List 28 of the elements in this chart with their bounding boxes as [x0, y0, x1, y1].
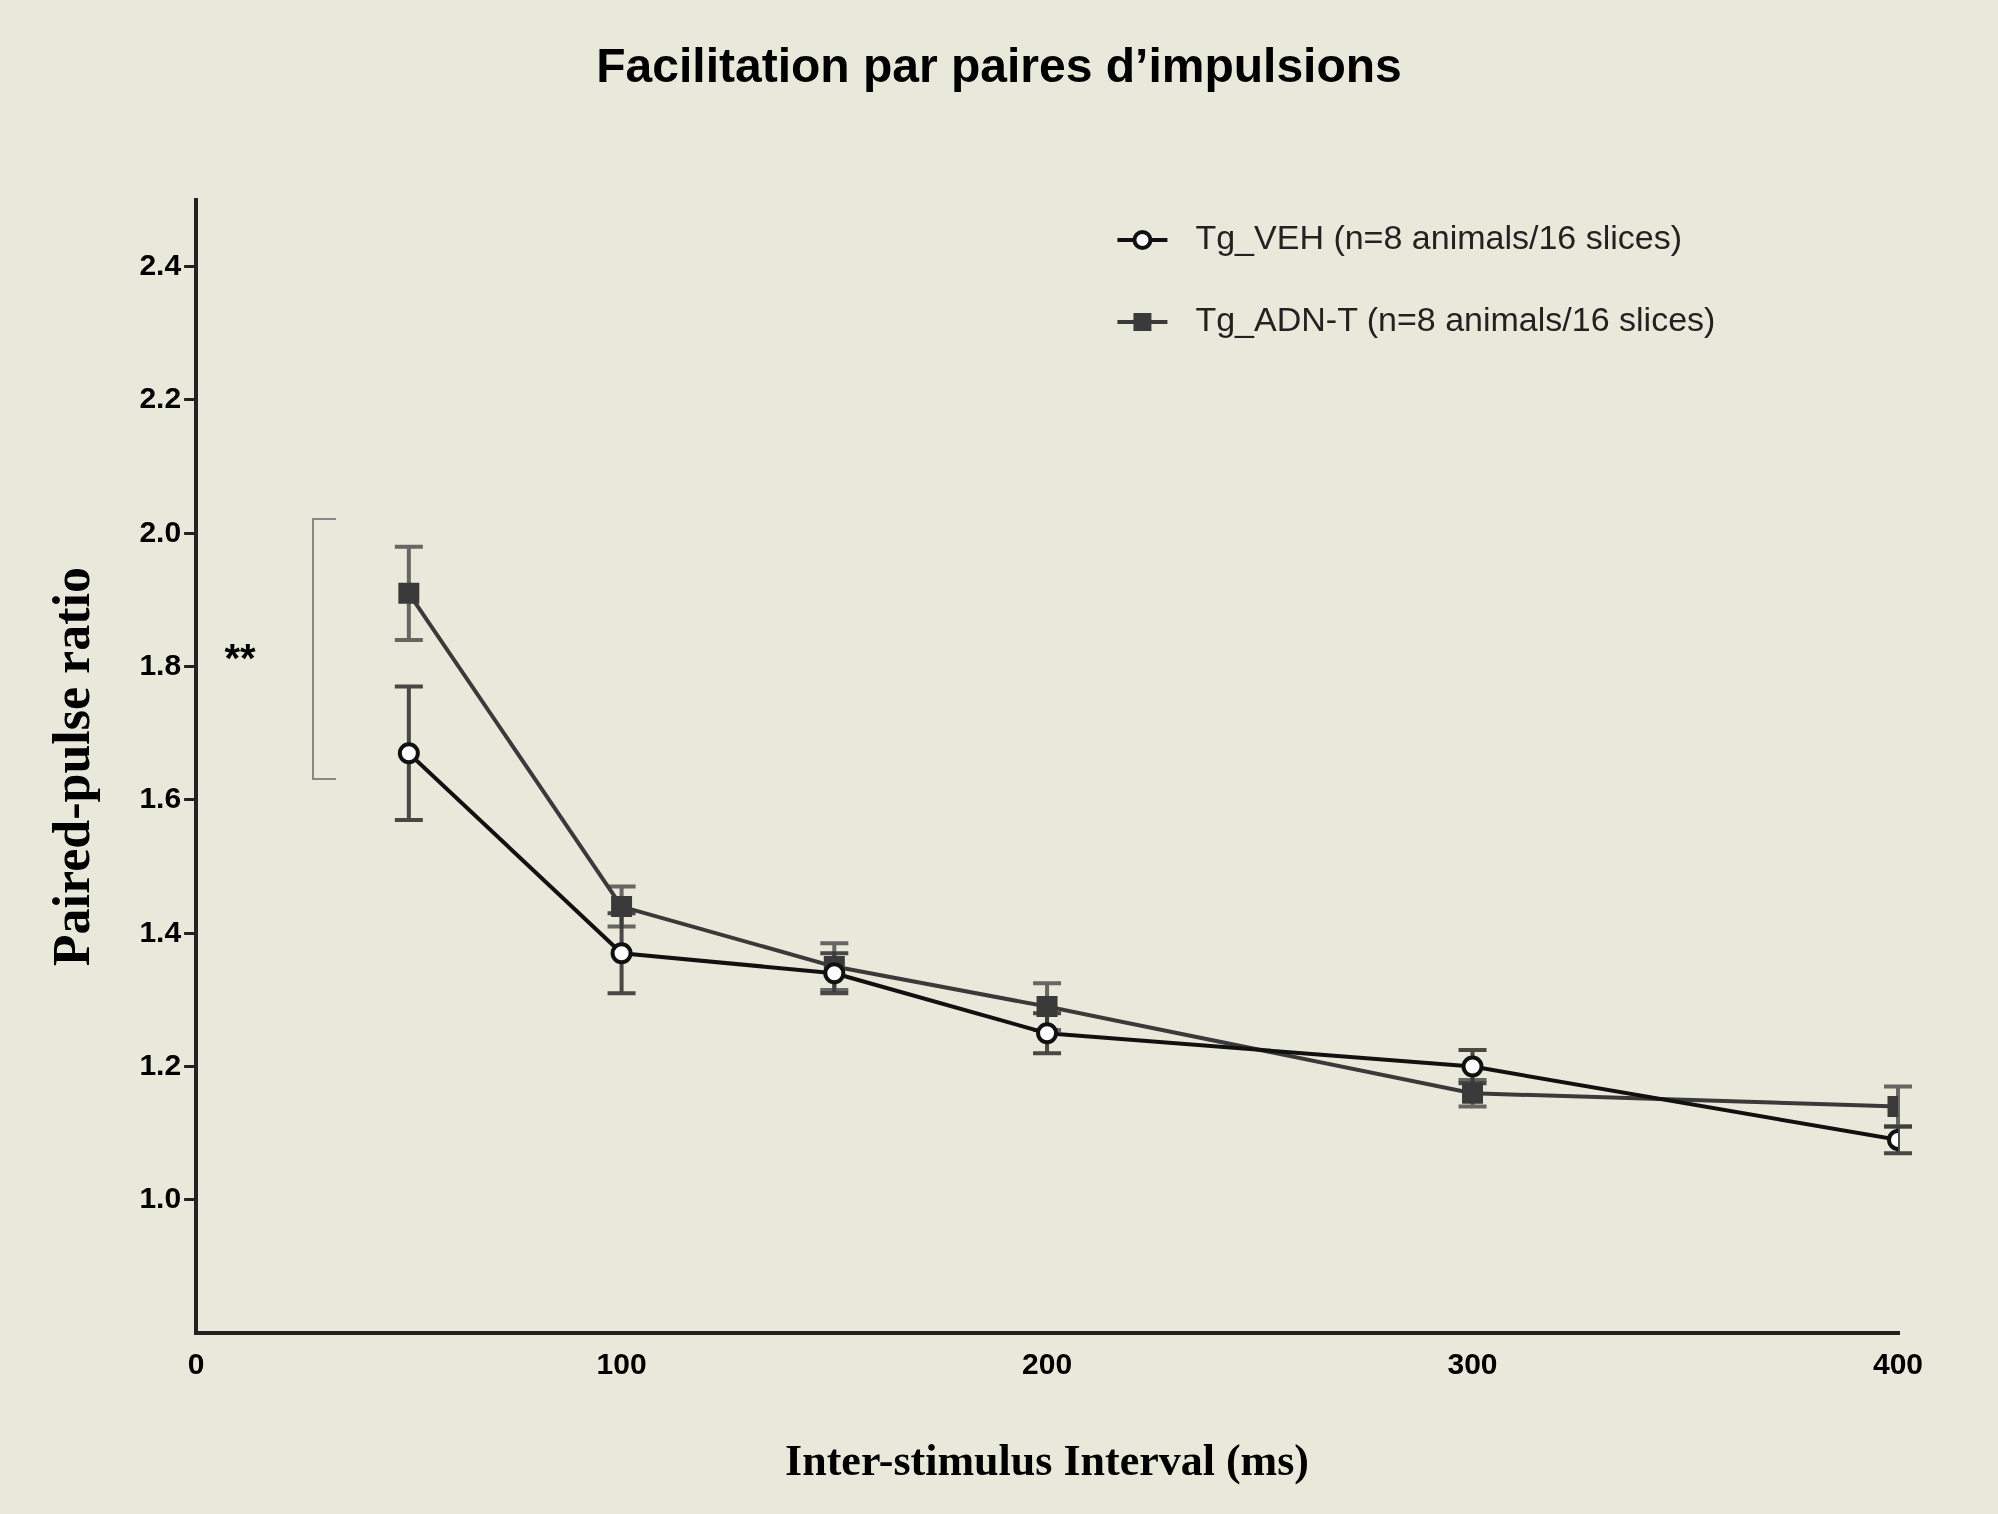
chart-title: Facilitation par paires d’impulsions — [595, 38, 1403, 93]
point — [398, 582, 420, 604]
point — [610, 942, 633, 965]
x-tick-label: 0 — [187, 1347, 205, 1381]
point — [1462, 1082, 1484, 1104]
point — [1461, 1055, 1484, 1078]
y-tick-label: 1.0 — [139, 1181, 182, 1215]
x-tick-label: 200 — [1022, 1347, 1073, 1381]
point — [397, 742, 420, 765]
point — [1036, 996, 1058, 1018]
x-tick-label: 100 — [596, 1347, 647, 1381]
x-tick-label: 300 — [1447, 1347, 1498, 1381]
y-axis-title: Paired-pulse ratio — [42, 567, 100, 967]
y-tick-label: 1.8 — [139, 647, 182, 681]
point — [823, 962, 846, 985]
y-tick-label: 2.2 — [139, 381, 182, 415]
y-tick-label: 1.4 — [139, 914, 182, 948]
annotation: ** — [224, 636, 257, 681]
point — [611, 896, 633, 918]
y-tick-label: 2.4 — [139, 247, 182, 281]
x-tick-label: 400 — [1872, 1347, 1924, 1381]
y-tick-label: 1.6 — [139, 781, 182, 815]
x-axis-title: Inter-stimulus Interval (ms) — [785, 1435, 1309, 1485]
point — [1036, 1022, 1059, 1045]
y-tick-label: 2.0 — [139, 514, 182, 548]
legend-label: Tg_ADN-T (n=8 animals/16 slices) — [1195, 300, 1716, 339]
legend-label: Tg_VEH (n=8 animals/16 slices) — [1195, 218, 1683, 257]
y-tick-label: 1.2 — [139, 1047, 182, 1081]
